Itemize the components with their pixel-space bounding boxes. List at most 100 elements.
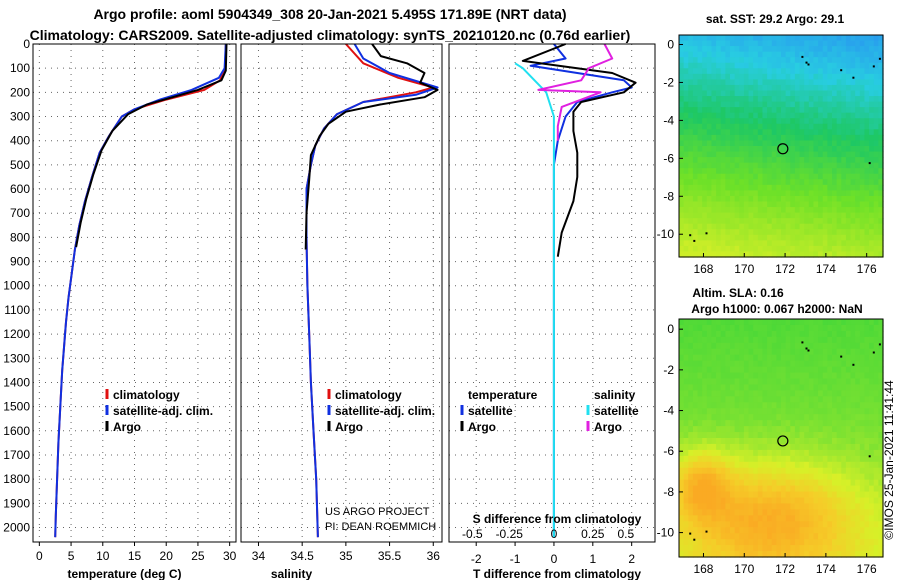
map-cell xyxy=(845,360,852,368)
map-cell xyxy=(739,140,745,147)
map-cell xyxy=(702,90,708,97)
map-cell xyxy=(832,79,838,86)
map-cell xyxy=(711,212,717,219)
map-cell xyxy=(692,533,699,540)
map-cell xyxy=(697,162,703,169)
map-cell xyxy=(850,539,856,546)
map-cell xyxy=(859,443,866,451)
map-cell xyxy=(827,84,833,92)
map-cell xyxy=(771,461,777,469)
map-cell xyxy=(702,319,708,326)
map-cell xyxy=(706,533,713,540)
map-cell xyxy=(850,443,856,451)
map-cell xyxy=(725,212,731,219)
map-cell xyxy=(771,455,777,463)
map-cell xyxy=(799,545,805,552)
map-cell xyxy=(794,218,801,225)
map-cell xyxy=(702,146,708,153)
map-cell xyxy=(720,467,726,475)
map-cell xyxy=(832,84,838,92)
map-cell xyxy=(855,68,861,75)
map-cell xyxy=(706,360,713,368)
map-cell xyxy=(869,218,875,225)
map-cell xyxy=(799,140,805,147)
map-cell xyxy=(859,438,866,445)
map-cell xyxy=(706,521,713,528)
map-cell xyxy=(771,479,777,487)
map-cell xyxy=(878,497,884,505)
island-mark xyxy=(868,162,871,165)
map-cell xyxy=(683,118,689,125)
map-cell xyxy=(850,146,856,153)
map-cell xyxy=(799,245,805,253)
map-cell xyxy=(781,384,787,391)
map-cell xyxy=(832,479,838,487)
map-cell xyxy=(739,184,745,191)
x-tick-label: 2 xyxy=(628,552,635,566)
map-cell xyxy=(716,372,722,380)
map-cell xyxy=(679,545,685,552)
map-cell xyxy=(706,57,713,64)
map-cell xyxy=(776,129,782,136)
map-cell xyxy=(859,35,866,42)
map-cell xyxy=(771,396,777,403)
map-cell xyxy=(781,491,787,499)
map-cell xyxy=(794,330,801,338)
map-cell xyxy=(850,485,856,493)
map-cell xyxy=(730,162,736,169)
map-cell xyxy=(711,420,717,427)
map-cell xyxy=(813,157,819,164)
map-cell xyxy=(734,184,740,191)
map-cell xyxy=(753,195,759,203)
map-cell xyxy=(836,479,842,487)
map-cell xyxy=(869,40,875,47)
map-cell xyxy=(771,443,777,451)
map-cell xyxy=(720,366,726,374)
map-cell xyxy=(702,443,708,451)
map-cell xyxy=(711,112,717,119)
map-cell xyxy=(706,479,713,487)
map-cell xyxy=(688,396,694,403)
map-y-tick-label: -8 xyxy=(663,189,674,203)
map-cell xyxy=(813,390,819,397)
map-cell xyxy=(771,68,777,75)
map-cell xyxy=(781,157,787,164)
island-mark xyxy=(689,532,692,535)
map-cell xyxy=(850,68,856,75)
map-cell xyxy=(841,527,847,534)
map-cell xyxy=(832,90,838,97)
map-cell xyxy=(757,479,764,487)
map-cell xyxy=(818,168,824,175)
map-cell xyxy=(781,479,787,487)
map-cell xyxy=(855,402,861,409)
map-cell xyxy=(692,101,699,108)
map-cell xyxy=(818,336,824,344)
map-cell xyxy=(794,396,801,403)
map-cell xyxy=(683,112,689,119)
map-cell xyxy=(688,57,694,64)
map-cell xyxy=(799,324,805,332)
map-cell xyxy=(711,140,717,147)
map-cell xyxy=(836,319,842,326)
map-cell xyxy=(725,408,731,415)
map-cell xyxy=(855,426,861,433)
map-cell xyxy=(688,539,694,546)
map-cell xyxy=(725,118,731,125)
map-cell xyxy=(869,162,875,169)
map-cell xyxy=(739,527,745,534)
map-cell xyxy=(688,79,694,86)
map-cell xyxy=(776,449,782,457)
map-cell xyxy=(679,473,685,481)
map-cell xyxy=(720,426,726,433)
map-cell xyxy=(748,354,754,362)
map-cell xyxy=(702,497,708,505)
map-cell xyxy=(753,438,759,445)
map-cell xyxy=(785,378,791,386)
map-cell xyxy=(730,251,736,258)
map-cell xyxy=(692,414,699,421)
map-cell xyxy=(808,455,815,463)
map-cell xyxy=(697,438,703,445)
map-cell xyxy=(850,212,856,219)
map-cell xyxy=(827,179,833,186)
map-cell xyxy=(762,455,768,463)
